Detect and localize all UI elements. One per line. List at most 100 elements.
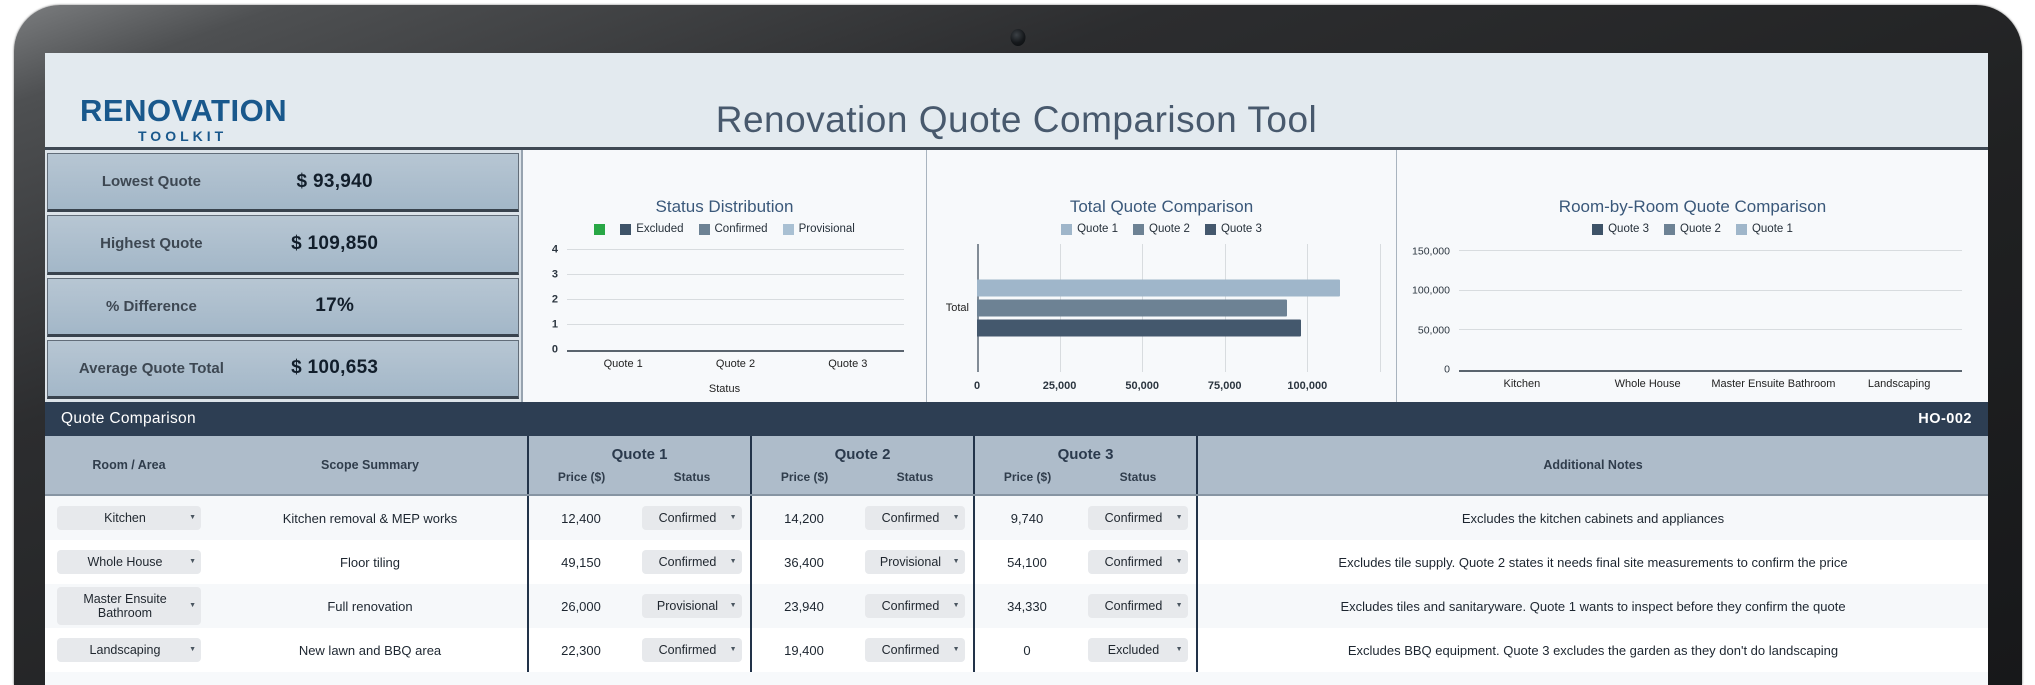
chart-plot: 0 50,000 100,000 150,000 — [1412, 244, 1962, 374]
status-select[interactable]: Confirmed ▼ — [864, 505, 965, 531]
room-select[interactable]: Master Ensuite Bathroom ▼ — [57, 586, 201, 626]
laptop-frame: RENOVATION TOOLKIT Renovation Quote Comp… — [14, 5, 2022, 685]
quote2-price-cell[interactable]: 14,200 — [750, 496, 856, 540]
quote2-status-cell: Confirmed ▼ — [856, 584, 973, 628]
chart-title: Room-by-Room Quote Comparison — [1558, 197, 1827, 216]
room-cell: Kitchen ▼ — [45, 496, 213, 540]
table-header: Room / Area Scope Summary Quote 1 Price … — [45, 436, 1988, 496]
price-header: Price ($) — [780, 470, 829, 484]
quote3-price-cell[interactable]: 34,330 — [973, 584, 1079, 628]
status-select-value: Confirmed — [658, 554, 717, 569]
reference-badge: HO-002 — [1918, 411, 1972, 427]
quote1-status-cell: Provisional ▼ — [633, 584, 750, 628]
bars-area — [567, 244, 904, 350]
status-select[interactable]: Confirmed ▼ — [1087, 505, 1188, 531]
status-select[interactable]: Confirmed ▼ — [1087, 549, 1188, 575]
notes-cell[interactable]: Excludes tile supply. Quote 2 states it … — [1196, 540, 1988, 584]
legend-swatch — [1735, 223, 1747, 235]
quote1-price-cell[interactable]: 22,300 — [527, 628, 633, 672]
y-axis-tick-label: 0 — [551, 343, 558, 356]
scope-cell[interactable]: Full renovation — [327, 598, 413, 614]
x-category-label: Quote 2 — [715, 357, 756, 370]
quote2-price-cell[interactable]: 36,400 — [750, 540, 856, 584]
quote3-price-cell[interactable]: 9,740 — [973, 496, 1079, 540]
notes-cell[interactable]: Excludes the kitchen cabinets and applia… — [1196, 496, 1988, 540]
chevron-down-icon: ▼ — [952, 601, 960, 609]
status-select[interactable]: Excluded ▼ — [1087, 637, 1188, 663]
chart-plot: Total — [946, 243, 1381, 372]
scope-cell[interactable]: New lawn and BBQ area — [298, 642, 442, 658]
chart-plot: 0 1 2 3 4 — [552, 244, 904, 355]
x-category-labels: Kitchen Whole House Master Ensuite Bathroo… — [1459, 378, 1962, 390]
scope-cell[interactable]: Kitchen removal & MEP works — [282, 510, 458, 526]
dashboard-row: Lowest Quote $ 93,940 Highest Quote $ 10… — [45, 147, 1988, 402]
status-select[interactable]: Confirmed ▼ — [864, 593, 965, 619]
status-select[interactable]: Confirmed ▼ — [864, 637, 965, 663]
room-select[interactable]: Kitchen ▼ — [57, 505, 201, 531]
quote1-price-cell[interactable]: 49,150 — [527, 540, 633, 584]
quote2-status-cell: Confirmed ▼ — [856, 628, 973, 672]
notes-cell[interactable]: Excludes BBQ equipment. Quote 3 excludes… — [1196, 628, 1988, 672]
status-select-value: Confirmed — [658, 510, 717, 525]
legend-item: Quote 2 — [1133, 223, 1190, 235]
quote1-price-cell[interactable]: 26,000 — [527, 584, 633, 628]
legend-item: Provisional — [782, 223, 855, 235]
x-axis-tick-label: 75,000 — [1207, 379, 1242, 392]
legend-item: Confirmed — [698, 223, 768, 236]
gridline — [1307, 243, 1309, 372]
x-axis-tick-label: 0 — [973, 379, 981, 392]
x-category-label: Quote 1 — [603, 357, 643, 370]
quote3-status-cell: Confirmed ▼ — [1079, 584, 1196, 628]
table-row: Landscaping ▼ New lawn and BBQ area 22,3… — [45, 628, 1988, 672]
section-bar: Quote Comparison HO-002 — [45, 402, 1988, 436]
room-select[interactable]: Landscaping ▼ — [57, 637, 201, 663]
quote1-price-cell[interactable]: 12,400 — [527, 496, 633, 540]
summary-label: Average Quote Total — [78, 359, 224, 377]
gridline — [1459, 329, 1962, 331]
chevron-down-icon: ▼ — [189, 557, 196, 565]
quote2-price-cell[interactable]: 19,400 — [750, 628, 856, 672]
status-header: Status — [896, 470, 934, 484]
notes-cell[interactable]: Excludes tiles and sanitaryware. Quote 1… — [1196, 584, 1988, 628]
bar-slot — [679, 244, 791, 350]
status-select[interactable]: Confirmed ▼ — [641, 549, 742, 575]
legend-item: Excluded — [620, 223, 684, 236]
quote3-price-cell[interactable]: 0 — [973, 628, 1079, 672]
y-axis-tick-label: 50,000 — [1417, 323, 1450, 336]
legend-label: Quote 2 — [1680, 223, 1721, 236]
summary-row-average: Average Quote Total $ 100,653 — [47, 339, 519, 399]
chart-legend: Quote 3 Quote 2 Quote 1 — [1397, 223, 1988, 236]
x-category-labels: Quote 1 Quote 2 Quote 3 — [567, 358, 904, 370]
x-category-label: Quote 3 — [828, 357, 868, 370]
summary-label: Highest Quote — [100, 235, 203, 253]
summary-label: % Difference — [105, 297, 197, 315]
summary-row-highest: Highest Quote $ 109,850 — [47, 215, 519, 275]
table-row: Whole House ▼ Floor tiling 49,150 Confir… — [45, 540, 1988, 584]
y-axis-tick-label: 100,000 — [1412, 284, 1450, 297]
status-select-value: Confirmed — [881, 642, 940, 657]
status-select-value: Excluded — [1107, 642, 1160, 657]
quote2-status-cell: Provisional ▼ — [856, 540, 973, 584]
chevron-down-icon: ▼ — [952, 557, 960, 565]
status-select[interactable]: Provisional ▼ — [864, 549, 965, 575]
status-select[interactable]: Confirmed ▼ — [641, 505, 742, 531]
legend-label: Excluded — [636, 223, 684, 236]
status-select-value: Confirmed — [1104, 554, 1163, 569]
quote3-price-cell[interactable]: 54,100 — [973, 540, 1079, 584]
legend-label: Quote 3 — [1608, 223, 1650, 236]
scope-cell[interactable]: Floor tiling — [340, 554, 400, 570]
legend-item: Quote 3 — [1592, 223, 1649, 235]
status-select[interactable]: Confirmed ▼ — [1087, 593, 1188, 619]
y-axis-tick-label: 1 — [551, 318, 558, 331]
quote2-price-cell[interactable]: 23,940 — [750, 584, 856, 628]
status-select[interactable]: Provisional ▼ — [641, 593, 742, 619]
status-select[interactable]: Confirmed ▼ — [641, 637, 742, 663]
gridline — [1459, 250, 1962, 252]
quote3-status-cell: Confirmed ▼ — [1079, 540, 1196, 584]
legend-swatch — [1204, 223, 1216, 235]
room-select[interactable]: Whole House ▼ — [57, 549, 201, 575]
chevron-down-icon: ▼ — [952, 513, 960, 521]
legend-label: Confirmed — [714, 223, 768, 236]
x-axis-tick-label: 25,000 — [1042, 379, 1077, 392]
legend-swatch — [594, 223, 606, 235]
